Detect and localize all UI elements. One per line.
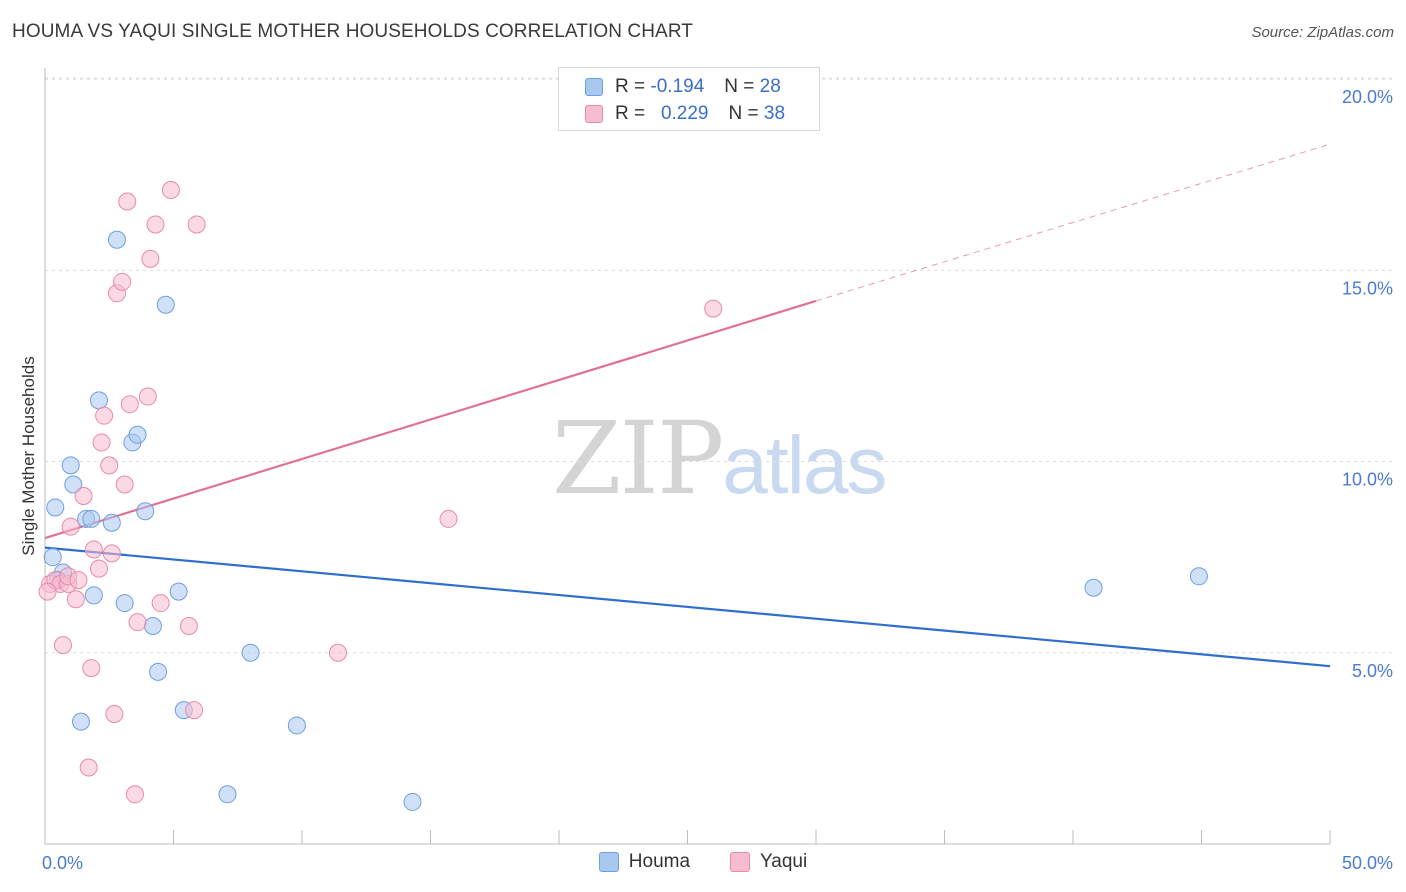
legend-swatch-houma	[585, 78, 603, 96]
point-yaqui	[187, 215, 206, 234]
point-yaqui	[38, 582, 57, 601]
point-yaqui	[74, 486, 93, 505]
point-yaqui	[138, 387, 157, 406]
point-yaqui	[92, 433, 111, 452]
point-yaqui	[100, 456, 119, 475]
point-yaqui	[115, 475, 134, 494]
watermark-atlas: atlas	[722, 420, 887, 511]
point-houma	[46, 498, 65, 517]
legend-n-label: N =	[728, 103, 759, 124]
y-tick-label: 10.0%	[1342, 470, 1393, 490]
point-houma	[115, 594, 134, 613]
data-points	[38, 181, 1208, 811]
point-yaqui	[120, 395, 139, 414]
point-yaqui	[95, 406, 114, 425]
x-tick-label: 0.0%	[42, 853, 83, 873]
y-tick-label: 20.0%	[1342, 87, 1393, 107]
correlation-legend: R = -0.194 N = 28 R = 0.229 N = 38	[558, 67, 820, 131]
point-houma	[136, 502, 155, 521]
legend-swatch-yaqui	[585, 105, 603, 123]
point-yaqui	[141, 249, 160, 268]
legend-r-label: R =	[615, 76, 646, 97]
point-yaqui	[84, 540, 103, 559]
point-yaqui	[128, 613, 147, 632]
legend-r-value: 0.229	[660, 103, 709, 124]
point-yaqui	[118, 192, 137, 211]
point-yaqui	[66, 590, 85, 609]
point-houma	[241, 643, 260, 662]
point-yaqui	[439, 509, 458, 528]
point-yaqui	[69, 571, 88, 590]
watermark-zip: ZIP	[552, 400, 724, 517]
point-yaqui	[161, 181, 180, 200]
legend-n-value: 28	[759, 76, 781, 97]
y-tick-label: 5.0%	[1352, 661, 1393, 681]
trend-line-extension-yaqui	[815, 143, 1331, 302]
legend-n-label: N =	[724, 76, 755, 97]
point-houma	[61, 456, 80, 475]
point-yaqui	[105, 704, 124, 723]
trend-lines	[44, 143, 1331, 668]
series-label-houma: Houma	[628, 851, 691, 872]
y-tick-label: 15.0%	[1342, 278, 1393, 298]
axes	[44, 68, 1331, 845]
point-yaqui	[151, 594, 170, 613]
tick-labels: 5.0% 10.0% 15.0% 20.0% 0.0% 50.0%	[42, 87, 1393, 873]
watermark: ZIPatlas	[552, 400, 888, 517]
point-houma	[43, 548, 62, 567]
point-houma	[64, 475, 83, 494]
point-houma	[403, 792, 422, 811]
point-houma	[102, 513, 121, 532]
point-houma	[107, 230, 126, 249]
legend-r-label: R =	[615, 103, 646, 124]
trend-line-houma	[44, 546, 1331, 668]
series-label-yaqui: Yaqui	[760, 851, 808, 872]
point-yaqui	[113, 272, 132, 291]
point-houma	[143, 617, 162, 636]
point-yaqui	[102, 544, 121, 563]
point-yaqui	[179, 617, 198, 636]
point-houma	[169, 582, 188, 601]
point-yaqui	[328, 643, 347, 662]
point-yaqui	[89, 559, 108, 578]
point-houma	[82, 509, 101, 528]
point-yaqui	[125, 785, 144, 804]
point-houma	[287, 716, 306, 735]
legend-row-houma: R = -0.194 N = 28	[585, 74, 781, 100]
series-swatch-yaqui	[730, 852, 751, 872]
legend-row-yaqui: R = 0.229 N = 38	[585, 101, 785, 127]
trend-line-yaqui	[44, 299, 817, 540]
point-yaqui	[146, 215, 165, 234]
point-yaqui	[185, 701, 204, 720]
series-legend-houma: Houma	[598, 851, 691, 873]
point-houma	[156, 295, 175, 314]
series-legend: Houma Yaqui	[0, 851, 1406, 873]
point-yaqui	[61, 517, 80, 536]
point-houma	[89, 391, 108, 410]
series-swatch-houma	[598, 852, 619, 872]
source-label: Source: ZipAtlas.com	[1251, 24, 1394, 41]
point-yaqui	[82, 659, 101, 678]
point-houma	[218, 785, 237, 804]
point-houma	[84, 586, 103, 605]
point-yaqui	[79, 758, 98, 777]
chart-title: HOUMA VS YAQUI SINGLE MOTHER HOUSEHOLDS …	[12, 21, 694, 42]
point-houma	[1084, 578, 1103, 597]
point-houma	[1189, 567, 1208, 586]
legend-n-value: 38	[763, 103, 786, 124]
point-yaqui	[704, 299, 723, 318]
point-houma	[71, 712, 90, 731]
point-houma	[128, 425, 147, 444]
point-houma	[149, 662, 168, 681]
point-yaqui	[53, 636, 72, 655]
x-tick-label: 50.0%	[1342, 853, 1393, 873]
series-legend-yaqui: Yaqui	[730, 851, 807, 873]
legend-r-value: -0.194	[650, 76, 705, 97]
